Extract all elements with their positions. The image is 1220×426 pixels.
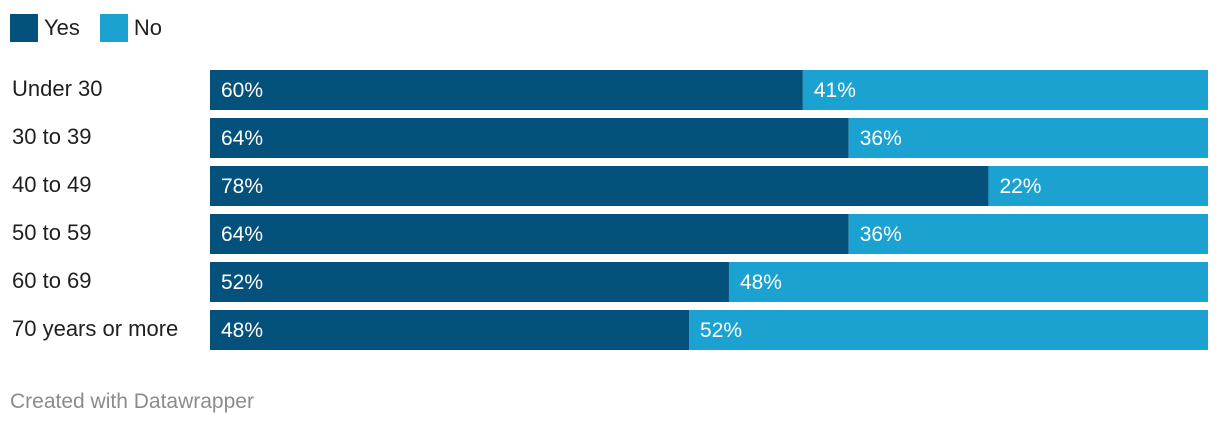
- category-label-70-years-or-more: 70 years or more: [12, 316, 178, 341]
- legend-item-yes: Yes: [10, 14, 80, 42]
- chart-legend: Yes No: [10, 14, 162, 42]
- category-label-50-to-59: 50 to 59: [12, 220, 92, 245]
- value-label-yes-40-to-49: 78%: [221, 175, 263, 198]
- bar-yes-50-to-59: [210, 214, 849, 254]
- bar-no-60-to-69: [728, 262, 1208, 302]
- bar-yes-60-to-69: [210, 262, 729, 302]
- category-label-40-to-49: 40 to 49: [12, 172, 92, 197]
- legend-label-yes: Yes: [44, 15, 80, 40]
- legend-label-no: No: [133, 15, 163, 40]
- bar-no-30-to-39: [848, 118, 1208, 158]
- bar-no-under-30: [802, 70, 1208, 110]
- footer-credit: Created with Datawrapper: [10, 390, 254, 413]
- bar-yes-under-30: [210, 70, 803, 110]
- stacked-bar-chart: Under 30 60% 41% 30 to 39 64% 36% 40 to 49 78% 2…: [12, 70, 1208, 350]
- bar-yes-70-years-or-more: [210, 310, 690, 350]
- value-label-yes-30-to-39: 64%: [221, 127, 263, 150]
- value-label-no-50-to-59: 36%: [860, 223, 902, 246]
- value-label-yes-under-30: 60%: [221, 79, 263, 102]
- value-label-no-30-to-39: 36%: [860, 127, 902, 150]
- value-label-no-40-to-49: 22%: [999, 175, 1041, 198]
- value-label-yes-60-to-69: 52%: [221, 271, 263, 294]
- value-label-no-60-to-69: 48%: [740, 271, 782, 294]
- bar-yes-40-to-49: [210, 166, 989, 206]
- bar-no-70-years-or-more: [689, 310, 1208, 350]
- value-label-no-under-30: 41%: [814, 79, 856, 102]
- value-label-yes-70-years-or-more: 48%: [221, 319, 263, 342]
- category-label-under-30: Under 30: [12, 76, 103, 101]
- value-label-yes-50-to-59: 64%: [221, 223, 263, 246]
- value-label-no-70-years-or-more: 52%: [700, 319, 742, 342]
- bar-no-40-to-49: [988, 166, 1208, 206]
- legend-swatch-yes: [10, 14, 38, 42]
- legend-item-no: No: [99, 14, 163, 42]
- bar-no-50-to-59: [848, 214, 1208, 254]
- category-label-30-to-39: 30 to 39: [12, 124, 92, 149]
- legend-swatch-no: [99, 14, 128, 42]
- category-label-60-to-69: 60 to 69: [12, 268, 92, 293]
- bar-yes-30-to-39: [210, 118, 849, 158]
